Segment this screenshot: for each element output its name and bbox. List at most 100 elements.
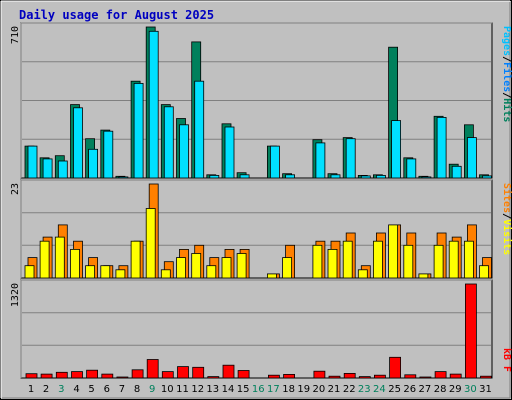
day-label: 16 (252, 384, 265, 395)
files-bar (436, 117, 447, 179)
kbytes-bar (222, 364, 235, 379)
day-label: 1 (28, 384, 34, 395)
sites-bar (221, 257, 232, 279)
day-label: 23 (358, 384, 371, 395)
kbytes-bar (434, 371, 447, 379)
kbytes-panel: 1320 kB F (10, 279, 512, 379)
kbytes-bar (40, 373, 53, 379)
files-bar (88, 148, 98, 179)
kbytes-legend: kB F (501, 348, 512, 372)
files-bar (42, 158, 53, 179)
legend-hits: Hits (501, 98, 512, 122)
day-label: 24 (373, 384, 386, 395)
day-label: 20 (313, 384, 326, 395)
files-bar (239, 174, 250, 179)
day-label: 17 (267, 384, 280, 395)
hits-gridlines (22, 61, 491, 140)
sites-bar (448, 240, 459, 279)
kbytes-bar (283, 373, 296, 379)
sites-bar (327, 248, 338, 279)
sites-bar (206, 265, 217, 279)
kbytes-bar (71, 371, 83, 379)
sites-bar (372, 240, 383, 279)
kbytes-bar (131, 369, 144, 379)
files-bar (73, 107, 83, 179)
sites-bar (176, 257, 186, 279)
files-bar (360, 175, 371, 179)
kbytes-bar (177, 366, 189, 379)
files-bar (482, 175, 492, 179)
day-label: 8 (134, 384, 140, 395)
day-label: 25 (388, 384, 401, 395)
day-label: 5 (88, 384, 94, 395)
day-label: 14 (222, 384, 235, 395)
kbytes-bar (116, 376, 129, 379)
files-bar (57, 160, 68, 179)
day-label: 6 (104, 384, 110, 395)
kbytes-bar (373, 374, 386, 379)
kbytes-bar (358, 376, 371, 379)
day-label: 7 (119, 384, 125, 395)
day-label: 3 (58, 384, 64, 395)
day-label: 11 (176, 384, 189, 395)
kbytes-panel-border (20, 279, 493, 379)
files-bar (194, 80, 205, 179)
files-bar (27, 145, 38, 179)
legend-sites: Sites (501, 183, 512, 213)
day-label: 2 (43, 384, 49, 395)
sites-bar (236, 253, 247, 279)
files-bar (466, 137, 477, 179)
visits-legend: Sites/Visits (501, 183, 512, 255)
sites-bar (100, 265, 111, 279)
sites-bar (403, 244, 414, 279)
sites-bar (463, 240, 474, 279)
files-bar (209, 174, 220, 179)
files-bar (103, 130, 114, 179)
kbytes-bar (55, 371, 68, 379)
sites-bar (24, 265, 35, 279)
sites-bar (191, 253, 202, 279)
day-label: 26 (403, 384, 416, 395)
files-bar (118, 176, 129, 179)
day-label: 30 (464, 384, 477, 395)
legend-pages: Pages (501, 26, 512, 56)
files-bar (224, 126, 235, 179)
files-bar (148, 30, 159, 179)
sites-bar (145, 208, 156, 279)
visits-panel-border (20, 179, 493, 279)
files-bar (285, 174, 296, 179)
files-bar (163, 106, 174, 179)
kbytes-bar (237, 370, 250, 379)
kbytes-bar (86, 369, 98, 379)
kbytes-bar (267, 374, 280, 379)
day-label: 10 (161, 384, 174, 395)
files-bar (391, 120, 402, 179)
kbytes-bar (146, 359, 159, 379)
kbytes-bar (313, 370, 326, 379)
kbytes-gridlines (22, 312, 491, 346)
sites-bar (85, 265, 95, 279)
day-label: 21 (328, 384, 341, 395)
kbytes-bar (343, 372, 356, 379)
files-bar (375, 174, 386, 179)
sites-bar (160, 269, 171, 279)
files-bar (406, 158, 417, 179)
day-label: 19 (297, 384, 310, 395)
sites-bar (282, 257, 293, 279)
hits-ymax-label: 710 (10, 26, 21, 44)
files-bar (345, 138, 356, 179)
kbytes-bar (389, 356, 402, 379)
sites-bar (39, 240, 50, 279)
hits-bars (24, 26, 492, 179)
day-label: 13 (206, 384, 219, 395)
sites-bar (312, 244, 323, 279)
day-labels: 1 2 3 4 5 6 7 8 9 10 11 12 13 14 15 16 17 18 19 20 21 22 23 24 2… (28, 384, 492, 395)
visits-ymax-label: 23 (10, 183, 21, 195)
kbytes-bar (207, 376, 220, 379)
kbytes-bar (480, 375, 492, 379)
visits-bars (24, 183, 492, 279)
day-label: 9 (149, 384, 155, 395)
kbytes-bar (464, 283, 477, 379)
legend-visits: Visits (501, 219, 512, 255)
